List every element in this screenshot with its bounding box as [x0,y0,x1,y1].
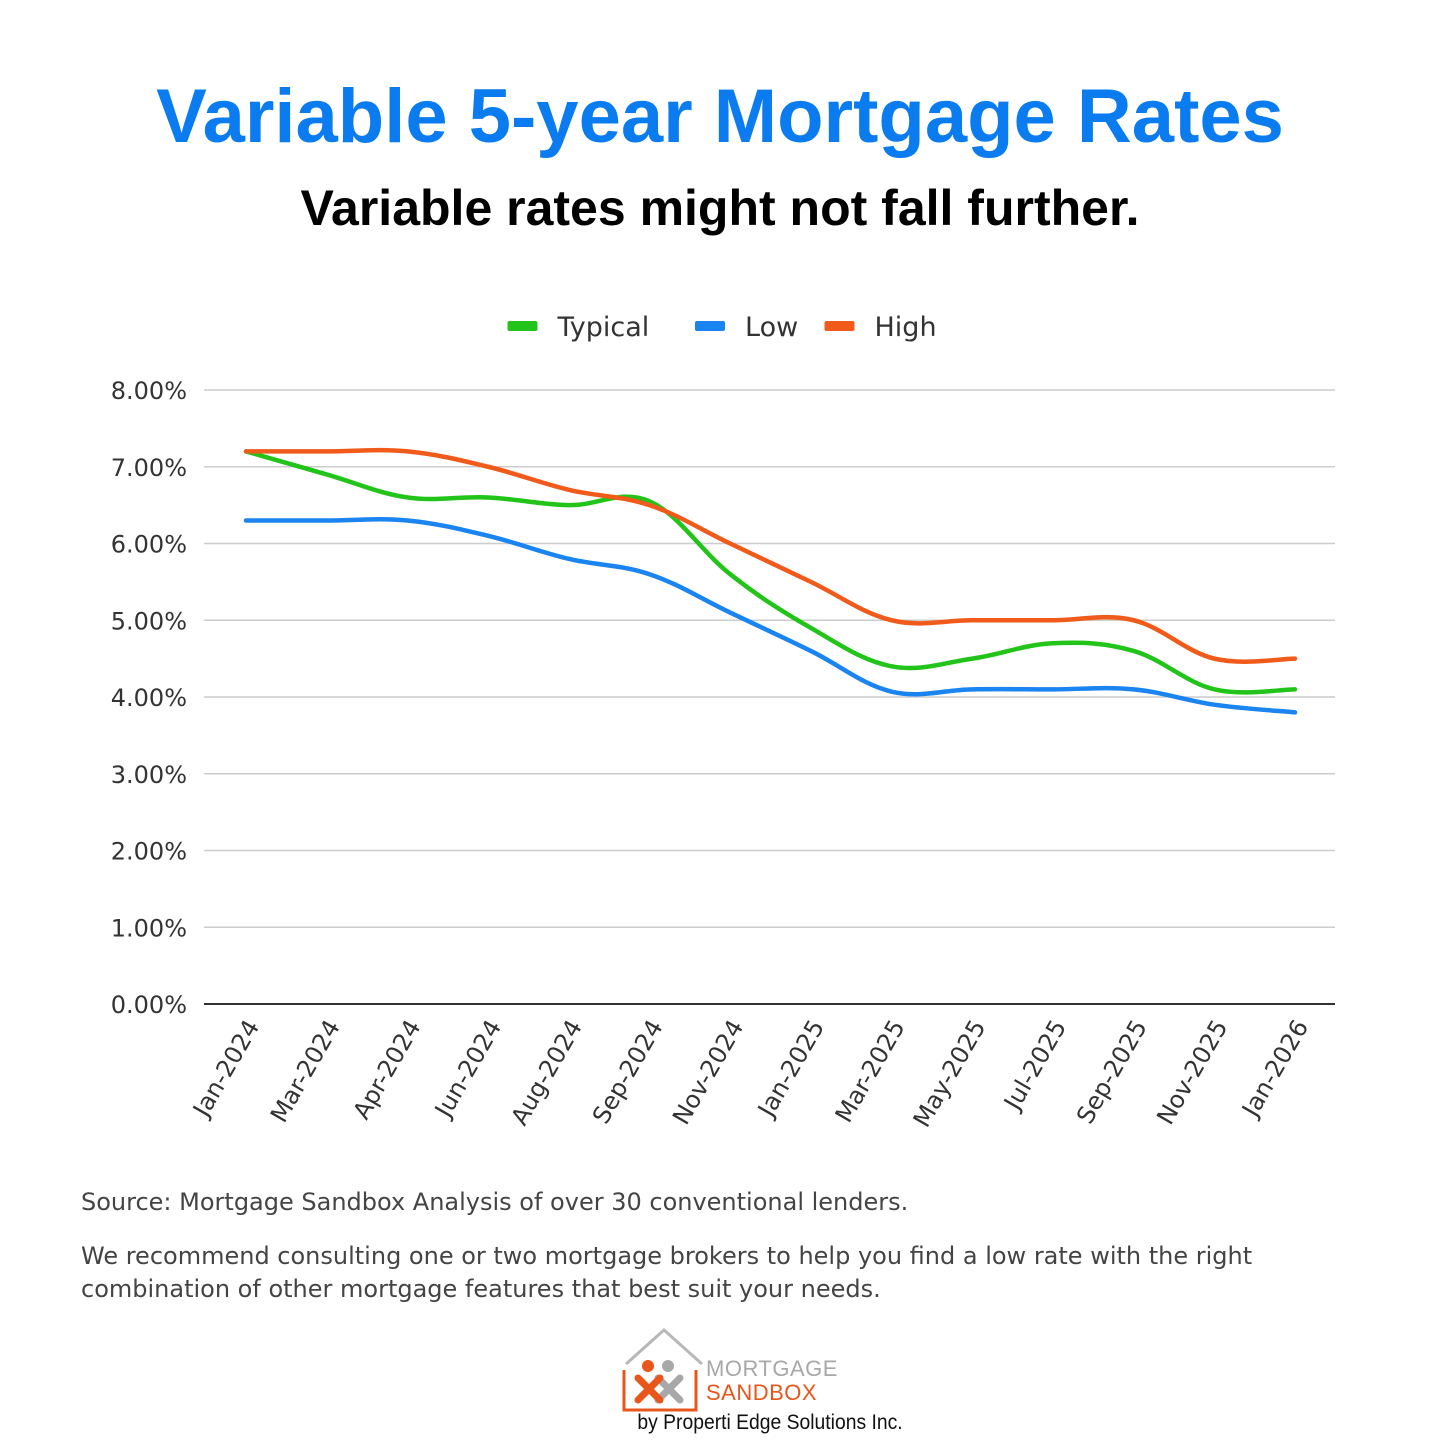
mortgage-sandbox-logo: MORTGAGE SANDBOX [622,1327,838,1412]
legend-swatch-low [695,321,725,331]
x-tick-label: May-2025 [908,1015,992,1132]
x-tick-label: Jan-2025 [751,1015,830,1123]
logo-word-sandbox: SANDBOX [706,1380,817,1405]
chart-subtitle: Variable rates might not fall further. [300,180,1140,236]
legend-label-high: High [875,312,937,343]
legend-swatch-high [824,321,855,331]
y-tick-label: 3.00% [111,761,187,789]
x-tick-label: Mar-2024 [265,1015,346,1127]
y-tick-label: 0.00% [111,991,187,1019]
x-tick-label: Nov-2024 [667,1015,749,1129]
x-tick-label: Apr-2024 [347,1015,426,1124]
chart-title: Variable 5-year Mortgage Rates [156,74,1284,159]
recommendation-note: We recommend consulting one or two mortg… [81,1242,1253,1303]
x-tick-label: Nov-2025 [1151,1015,1233,1129]
x-tick-label: Jul-2025 [998,1015,1073,1116]
x-tick-label: Jan-2026 [1236,1015,1315,1123]
x-tick-label: Mar-2025 [830,1015,911,1127]
chart-grid [204,389,1335,1005]
y-axis: 0.00% 1.00% 2.00% 3.00% 4.00% 5.00% 6.00% 7.00%… [111,377,187,1019]
legend-swatch-typical [507,321,538,331]
y-tick-label: 8.00% [111,377,187,405]
legend-label-low: Low [745,312,798,343]
person-head-orange-icon [642,1360,654,1372]
sandbox-bracket-icon [622,1370,698,1412]
person-body-gray-icon [654,1374,684,1404]
y-tick-label: 4.00% [111,684,187,712]
chart-series [243,447,1298,715]
y-tick-label: 7.00% [111,454,187,482]
x-tick-label: Jan-2024 [187,1015,266,1123]
house-roof-icon [624,1327,704,1366]
y-tick-label: 6.00% [111,531,187,559]
chart-legend: Typical Low High [507,312,937,343]
line-chart: Typical Low High 0.00% 1.00% 2.00% 3.00% 4.00%… [111,312,1335,1132]
x-tick-label: Jun-2024 [428,1015,507,1124]
person-head-gray-icon [662,1360,674,1372]
legend-label-typical: Typical [557,312,650,343]
x-tick-label: Sep-2024 [587,1015,669,1129]
x-tick-label: Sep-2025 [1071,1015,1153,1129]
x-tick-label: Aug-2024 [505,1015,588,1130]
logo-byline: by Properti Edge Solutions Inc. [637,1411,903,1434]
source-note: Source: Mortgage Sandbox Analysis of ove… [81,1188,909,1216]
person-body-orange-icon [634,1374,664,1404]
series-line-low [243,516,1298,715]
x-axis: Jan-2024 Mar-2024 Apr-2024 Jun-2024Aug-2024… [187,1015,1315,1132]
series-line-typical [243,449,1298,695]
y-tick-label: 1.00% [111,914,187,942]
series-line-high [243,447,1298,664]
y-tick-label: 2.00% [111,838,187,866]
y-tick-label: 5.00% [111,607,187,635]
logo-word-mortgage: MORTGAGE [706,1356,838,1381]
